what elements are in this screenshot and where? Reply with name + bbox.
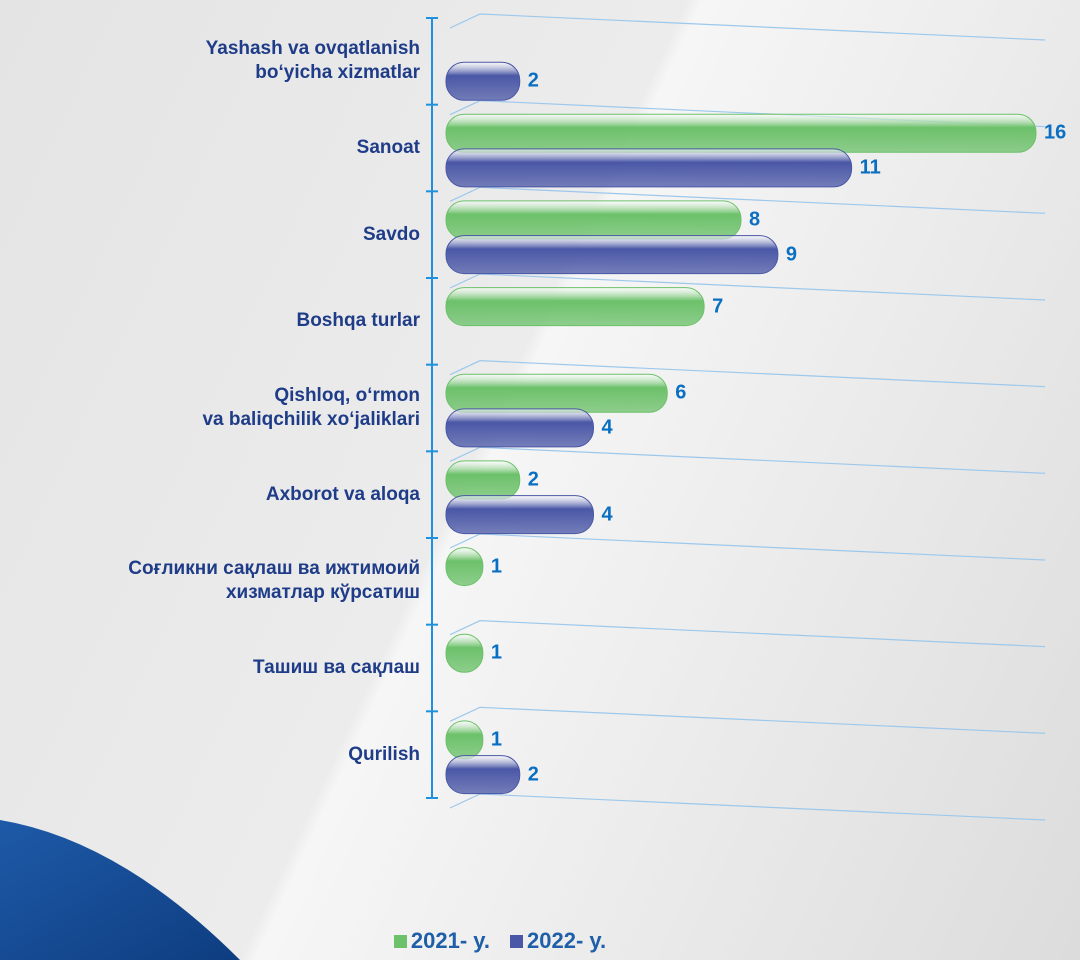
- band-divider: [449, 533, 1046, 561]
- legend-item: 2022- y.: [510, 928, 606, 953]
- bar: [445, 113, 1037, 153]
- bar: [445, 373, 668, 413]
- category-label: Qurilish: [348, 743, 420, 765]
- category-label: Savdo: [362, 223, 420, 245]
- value-label: 1: [490, 641, 502, 664]
- value-label: 1: [490, 728, 502, 751]
- value-label: 4: [601, 503, 613, 526]
- legend-swatch: [510, 935, 523, 948]
- bar: [445, 633, 484, 673]
- bar: [445, 495, 594, 535]
- category-label: Boshqa turlar: [296, 310, 420, 332]
- value-label: 2: [527, 69, 539, 92]
- value-label: 8: [749, 208, 761, 231]
- band-divider: [449, 793, 1046, 821]
- bar: [445, 720, 484, 760]
- category-label: Axborot va aloqa: [265, 483, 420, 505]
- bar: [445, 235, 779, 275]
- band-divider: [449, 13, 1046, 41]
- value-label: 4: [601, 416, 613, 439]
- category-label: Ташиш ва сақлаш: [253, 657, 420, 678]
- category-label: Sanoat: [356, 137, 420, 158]
- bar: [445, 755, 521, 795]
- legend-label: 2021- y.: [410, 928, 490, 953]
- corner-shape: [0, 820, 240, 960]
- legend: 2021- y. 2022- y.: [0, 928, 1000, 954]
- bar: [445, 148, 853, 188]
- category-label: Qishloq, o‘rmon va baliqchilik xo‘jalikl…: [202, 385, 420, 430]
- bar: [445, 200, 742, 240]
- value-label: 11: [859, 156, 881, 179]
- value-label: 9: [785, 243, 797, 266]
- band-divider: [449, 360, 1046, 388]
- value-label: 2: [527, 763, 539, 786]
- bar: [445, 460, 521, 500]
- value-label: 16: [1044, 121, 1067, 144]
- band-divider: [449, 706, 1046, 734]
- legend-swatch: [393, 935, 407, 948]
- value-label: 7: [712, 295, 724, 318]
- band-divider: [449, 446, 1046, 474]
- value-label: 1: [490, 555, 502, 578]
- bar: [445, 547, 484, 587]
- band-divider: [449, 620, 1046, 648]
- legend-item: 2021- y.: [393, 928, 490, 953]
- category-label: Yashash va ovqatlanish bo‘yicha xizmatla…: [205, 38, 420, 84]
- bar: [445, 61, 521, 101]
- category-label: Соғликни сақлаш ва ижтимоий хизматлар кў…: [128, 558, 420, 604]
- bar: [445, 408, 594, 448]
- value-label: 6: [675, 381, 687, 404]
- bar: [445, 287, 705, 327]
- value-label: 2: [527, 468, 539, 491]
- legend-label: 2022- y.: [527, 928, 607, 953]
